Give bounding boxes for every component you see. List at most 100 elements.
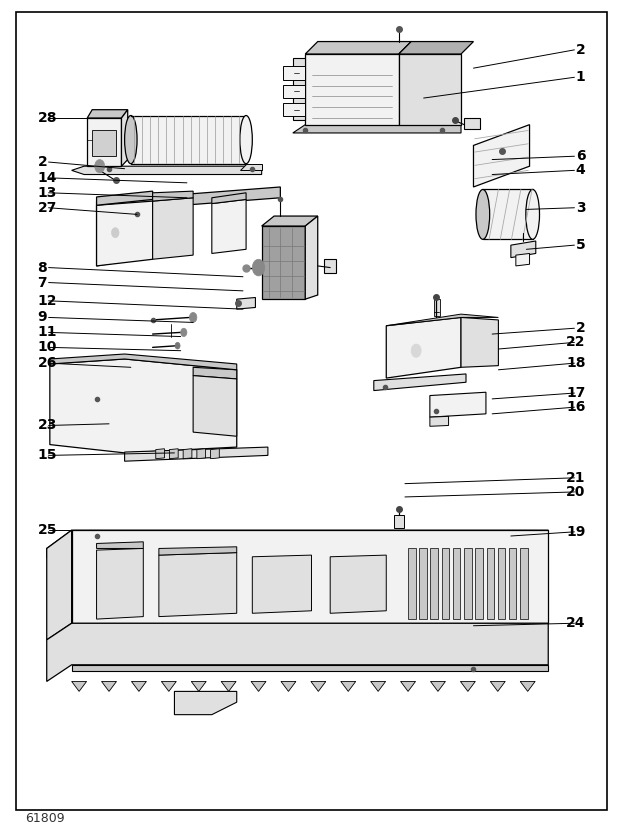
Text: 6: 6 bbox=[576, 150, 586, 163]
Polygon shape bbox=[47, 623, 548, 681]
Polygon shape bbox=[97, 542, 143, 548]
Polygon shape bbox=[169, 449, 178, 459]
Polygon shape bbox=[516, 253, 530, 266]
Polygon shape bbox=[330, 555, 386, 613]
Text: 1: 1 bbox=[576, 71, 586, 84]
Polygon shape bbox=[511, 241, 536, 258]
Polygon shape bbox=[430, 681, 445, 691]
Circle shape bbox=[411, 344, 421, 357]
Text: 14: 14 bbox=[37, 171, 57, 184]
Polygon shape bbox=[237, 297, 255, 309]
Polygon shape bbox=[193, 367, 237, 379]
Text: 9: 9 bbox=[37, 311, 47, 324]
Polygon shape bbox=[430, 416, 449, 426]
Polygon shape bbox=[509, 548, 516, 619]
Text: 23: 23 bbox=[37, 419, 57, 432]
Polygon shape bbox=[464, 548, 472, 619]
Polygon shape bbox=[283, 66, 305, 80]
Text: 61809: 61809 bbox=[25, 812, 65, 825]
Polygon shape bbox=[386, 317, 461, 378]
Polygon shape bbox=[371, 681, 386, 691]
Polygon shape bbox=[399, 54, 461, 125]
Text: 16: 16 bbox=[566, 401, 586, 414]
Polygon shape bbox=[283, 85, 305, 98]
Polygon shape bbox=[97, 191, 153, 205]
Text: 2: 2 bbox=[576, 43, 586, 57]
Polygon shape bbox=[47, 530, 548, 558]
Polygon shape bbox=[475, 548, 483, 619]
Polygon shape bbox=[490, 681, 505, 691]
Polygon shape bbox=[520, 681, 535, 691]
Polygon shape bbox=[156, 449, 164, 459]
Polygon shape bbox=[183, 449, 192, 459]
Polygon shape bbox=[212, 193, 246, 204]
Polygon shape bbox=[442, 548, 449, 619]
Polygon shape bbox=[498, 548, 505, 619]
Polygon shape bbox=[399, 42, 473, 54]
Polygon shape bbox=[72, 166, 262, 175]
Text: 28: 28 bbox=[37, 111, 57, 125]
Polygon shape bbox=[131, 681, 146, 691]
Bar bbox=[92, 130, 116, 156]
Polygon shape bbox=[125, 447, 268, 461]
Text: 5: 5 bbox=[576, 238, 586, 252]
Polygon shape bbox=[262, 226, 305, 299]
Circle shape bbox=[95, 160, 105, 173]
Polygon shape bbox=[153, 198, 193, 259]
Polygon shape bbox=[453, 548, 460, 619]
Ellipse shape bbox=[526, 189, 540, 239]
Polygon shape bbox=[401, 681, 416, 691]
Polygon shape bbox=[211, 449, 219, 459]
Polygon shape bbox=[72, 681, 87, 691]
Text: 11: 11 bbox=[37, 326, 57, 339]
Polygon shape bbox=[72, 665, 548, 671]
Ellipse shape bbox=[240, 116, 252, 164]
Polygon shape bbox=[305, 42, 411, 54]
Ellipse shape bbox=[125, 116, 137, 164]
Text: 15: 15 bbox=[37, 449, 57, 462]
Text: 17: 17 bbox=[566, 386, 586, 400]
Polygon shape bbox=[159, 553, 237, 617]
Polygon shape bbox=[252, 555, 312, 613]
Circle shape bbox=[112, 228, 119, 238]
Polygon shape bbox=[460, 681, 475, 691]
Polygon shape bbox=[221, 681, 236, 691]
Polygon shape bbox=[161, 681, 176, 691]
Text: 24: 24 bbox=[566, 617, 586, 630]
Text: 10: 10 bbox=[37, 341, 57, 354]
Circle shape bbox=[175, 342, 180, 349]
Polygon shape bbox=[50, 354, 237, 370]
Polygon shape bbox=[47, 530, 72, 640]
Polygon shape bbox=[324, 259, 336, 273]
Circle shape bbox=[252, 259, 265, 276]
Circle shape bbox=[189, 312, 197, 322]
Polygon shape bbox=[305, 216, 318, 299]
Polygon shape bbox=[240, 164, 262, 170]
Polygon shape bbox=[191, 681, 206, 691]
Polygon shape bbox=[262, 216, 318, 226]
Polygon shape bbox=[305, 54, 399, 125]
Polygon shape bbox=[121, 110, 128, 166]
Text: 19: 19 bbox=[566, 525, 586, 538]
Text: 7: 7 bbox=[37, 276, 47, 289]
Polygon shape bbox=[283, 103, 305, 116]
Polygon shape bbox=[102, 681, 117, 691]
Text: 2: 2 bbox=[37, 155, 47, 169]
Text: 21: 21 bbox=[566, 471, 586, 484]
Text: 3: 3 bbox=[576, 201, 586, 214]
Polygon shape bbox=[153, 191, 193, 201]
Polygon shape bbox=[464, 118, 480, 129]
Text: 2: 2 bbox=[576, 322, 586, 335]
Polygon shape bbox=[419, 548, 427, 619]
Text: 22: 22 bbox=[566, 336, 586, 349]
Polygon shape bbox=[174, 691, 237, 715]
Polygon shape bbox=[394, 515, 404, 528]
Circle shape bbox=[181, 328, 187, 337]
Polygon shape bbox=[97, 201, 121, 266]
Polygon shape bbox=[87, 110, 128, 118]
Polygon shape bbox=[131, 116, 246, 164]
Text: 13: 13 bbox=[37, 186, 57, 199]
Polygon shape bbox=[197, 449, 206, 459]
Polygon shape bbox=[311, 681, 326, 691]
Text: 8: 8 bbox=[37, 261, 47, 274]
